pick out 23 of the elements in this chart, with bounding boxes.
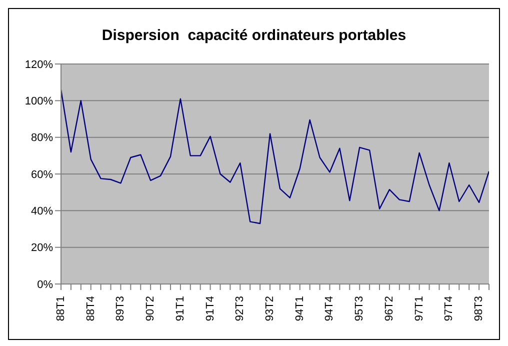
x-tick-label: 92T3 bbox=[234, 296, 246, 322]
y-tick-label: 100% bbox=[24, 96, 54, 108]
y-tick-label: 60% bbox=[30, 168, 54, 181]
x-tick-label: 93T2 bbox=[264, 296, 276, 322]
x-tick-label: 89T3 bbox=[114, 296, 127, 322]
x-tick-label: 90T2 bbox=[144, 296, 157, 322]
x-tick-label: 95T3 bbox=[354, 296, 366, 322]
chart-title: Dispersion capacité ordinateurs portables bbox=[100, 27, 408, 44]
y-tick-label: 80% bbox=[30, 132, 54, 144]
x-tick-label: 88T4 bbox=[84, 296, 97, 322]
y-tick-label: 120% bbox=[24, 58, 54, 71]
x-tick-label: 94T4 bbox=[324, 296, 336, 322]
x-tick-label: 97T4 bbox=[443, 296, 456, 322]
x-tick-label: 91T1 bbox=[174, 296, 186, 322]
x-tick-label: 94T1 bbox=[294, 296, 306, 322]
x-tick-label: 98T3 bbox=[473, 296, 486, 322]
x-tick-label: 88T1 bbox=[55, 296, 67, 322]
x-tick-label: 96T2 bbox=[383, 296, 396, 322]
x-tick-label: 97T1 bbox=[413, 296, 426, 322]
y-tick-label: 40% bbox=[30, 206, 54, 218]
x-tick-label: 91T4 bbox=[204, 296, 216, 322]
y-tick-label: 20% bbox=[30, 242, 54, 254]
y-tick-label: 0% bbox=[37, 278, 54, 291]
